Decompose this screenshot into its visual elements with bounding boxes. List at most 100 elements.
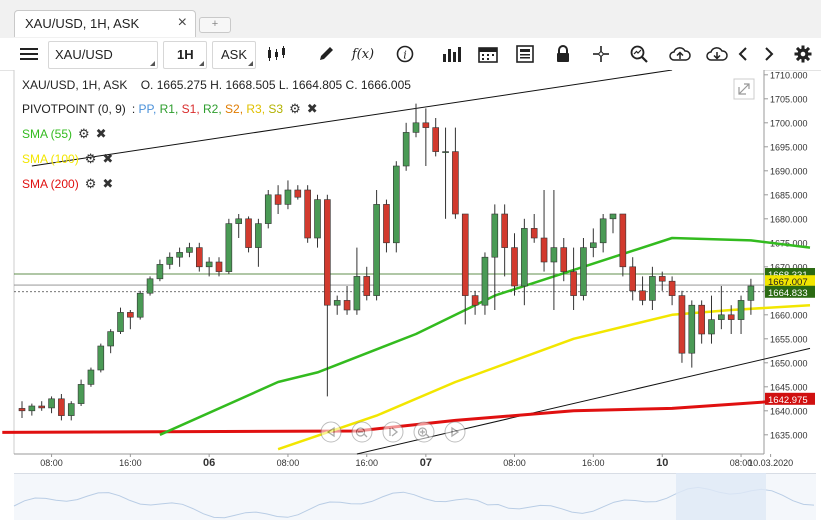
y-tick-label: 1690.000 <box>770 166 808 176</box>
function-icon[interactable]: f(x) <box>351 46 375 62</box>
indicator-settings-icon[interactable]: ⚙ <box>84 176 97 191</box>
x-tick-label: 16:00 <box>355 458 378 468</box>
chevron-right-icon[interactable] <box>758 40 780 68</box>
candle <box>678 290 686 363</box>
chart-tab[interactable]: XAU/USD, 1H, ASK × <box>14 10 196 37</box>
tab-bar: XAU/USD, 1H, ASK × + <box>0 0 821 38</box>
indicator-sma55[interactable]: SMA (55) ⚙ ✖ <box>22 126 107 142</box>
symbol-select[interactable]: XAU/USD <box>48 41 158 69</box>
price-side-value: ASK <box>221 47 248 62</box>
candle <box>38 401 46 411</box>
candle <box>48 396 55 414</box>
candle <box>274 185 282 214</box>
x-tick-label: 10 <box>656 457 668 469</box>
sma200-label: SMA (200) <box>22 177 79 191</box>
candle <box>747 278 755 315</box>
pivot-separator: : <box>131 102 139 116</box>
next-icon[interactable] <box>444 421 466 443</box>
zoom-icon[interactable] <box>622 40 656 68</box>
candle <box>461 213 469 325</box>
candle <box>511 233 518 296</box>
sma55-label: SMA (55) <box>22 127 73 141</box>
y-tick-label: 1645.000 <box>770 382 808 392</box>
candle <box>570 247 577 310</box>
crosshair-icon[interactable] <box>584 40 618 68</box>
candle <box>205 257 213 277</box>
zoom-out-icon[interactable] <box>351 421 373 443</box>
close-tab-icon[interactable]: × <box>177 14 187 31</box>
indicator-sma200[interactable]: SMA (200) ⚙ ✖ <box>22 176 113 192</box>
pivot-levels: : PP, R1, S1, R2, S2, R3, S3 <box>132 102 283 116</box>
candle <box>284 180 292 210</box>
y-tick-label: 1670.000 <box>770 262 808 272</box>
reset-icon[interactable] <box>382 421 404 443</box>
candle <box>97 343 105 373</box>
y-tick-label: 1655.000 <box>770 334 808 344</box>
candle <box>481 252 489 315</box>
plot-background <box>14 70 764 454</box>
indicator-settings-icon[interactable]: ⚙ <box>84 151 97 166</box>
timeframe-value: 1H <box>177 47 194 62</box>
candlestick-type-icon[interactable] <box>258 40 298 68</box>
prev-rewind-icon[interactable] <box>320 421 342 443</box>
price-side-select[interactable]: ASK <box>212 41 256 69</box>
info-icon[interactable]: i <box>386 40 424 68</box>
chart-area[interactable]: 1635.000 1640.000 1645.000 1650.000 1655.000… <box>0 69 821 521</box>
candle <box>609 213 617 234</box>
indicator-pivotpoint[interactable]: PIVOTPOINT (0, 9) : PP, R1, S1, R2, S2, … <box>22 101 318 117</box>
x-tick-label: 08:00 <box>40 458 63 468</box>
candle <box>186 242 193 258</box>
calendar-icon[interactable] <box>470 40 506 68</box>
candle <box>688 300 696 368</box>
indicator-sma100[interactable]: SMA (100) ⚙ ✖ <box>22 151 113 167</box>
new-tab-button[interactable]: + <box>199 17 231 33</box>
candle <box>727 305 735 334</box>
candle <box>215 257 223 277</box>
settings-gear-icon[interactable] <box>790 40 816 68</box>
indicator-settings-icon[interactable]: ⚙ <box>289 101 301 116</box>
timeframe-select[interactable]: 1H <box>163 41 207 69</box>
indicator-remove-icon[interactable]: ✖ <box>102 151 114 166</box>
pivot-level-s2: S2, <box>225 102 247 116</box>
candle <box>619 213 627 277</box>
x-tick-label: 06 <box>203 457 215 469</box>
indicator-remove-icon[interactable]: ✖ <box>306 101 318 116</box>
news-icon[interactable] <box>508 40 542 68</box>
candle <box>501 204 508 277</box>
price-chart[interactable]: 1635.000 1640.000 1645.000 1650.000 1655.000… <box>0 69 821 521</box>
candle <box>412 103 420 138</box>
upload-icon[interactable] <box>662 40 698 68</box>
x-tick-label: 16:00 <box>119 458 142 468</box>
candle <box>235 214 242 238</box>
x-tick-label: 08:00 <box>277 458 300 468</box>
price-label-box <box>765 285 815 298</box>
candle <box>225 218 233 274</box>
x-tick-label: 08:00 <box>730 458 753 468</box>
volume-bars-icon[interactable] <box>432 40 472 68</box>
indicator-settings-icon[interactable]: ⚙ <box>78 126 90 141</box>
draw-pencil-icon[interactable] <box>306 40 346 68</box>
candle <box>255 218 262 267</box>
candle <box>639 276 646 306</box>
price-label: 1642.975 <box>768 395 808 406</box>
hamburger-menu-icon[interactable] <box>12 40 46 68</box>
svg-text:i: i <box>403 49 407 62</box>
download-icon[interactable] <box>700 40 734 68</box>
chevron-left-icon[interactable] <box>732 40 754 68</box>
zoom-in-icon[interactable] <box>413 421 435 443</box>
candle <box>373 190 380 301</box>
x-tick-label: 08:00 <box>503 458 526 468</box>
candle <box>28 403 36 416</box>
candle <box>156 259 164 282</box>
indicator-remove-icon[interactable]: ✖ <box>102 176 114 191</box>
indicator-remove-icon[interactable]: ✖ <box>95 126 107 141</box>
price-label-box <box>765 392 815 405</box>
candle <box>117 307 124 334</box>
pivot-label: PIVOTPOINT (0, 9) <box>22 102 126 116</box>
price-label-box <box>765 275 815 288</box>
y-tick-label: 1680.000 <box>770 214 808 224</box>
candle <box>245 216 252 253</box>
expand-chart-icon[interactable] <box>733 78 755 100</box>
lock-icon[interactable] <box>546 40 580 68</box>
y-tick-label: 1695.000 <box>770 142 808 152</box>
